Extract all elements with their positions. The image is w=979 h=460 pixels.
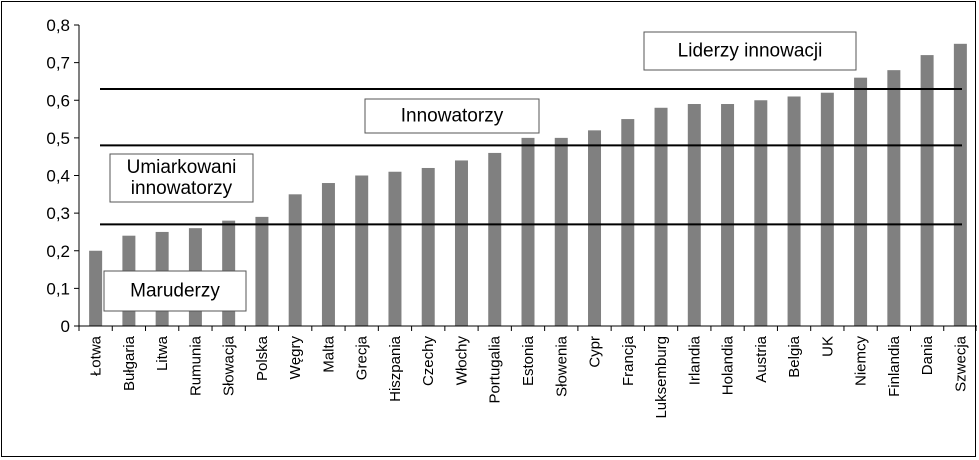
x-tick-label: Hiszpania — [387, 335, 404, 402]
bar — [89, 250, 103, 326]
band-label: Maruderzy — [103, 270, 247, 312]
bar — [255, 216, 269, 326]
x-tick-label: Węgry — [287, 336, 304, 380]
x-tick-label: Irlandia — [686, 335, 703, 385]
x-tick-label: Holandia — [720, 335, 737, 395]
threshold-lines — [100, 87, 962, 226]
bar — [621, 119, 635, 326]
y-tick-label: 0,2 — [46, 242, 70, 261]
y-tick-label: 0,4 — [46, 167, 70, 186]
x-tick-label: Belgia — [786, 335, 803, 377]
bar — [953, 43, 967, 326]
y-tick-label: 0,1 — [46, 279, 70, 298]
x-tick-label: Dania — [919, 335, 936, 375]
bar — [687, 104, 701, 326]
x-tick-label: Estonia — [520, 335, 537, 386]
bar — [454, 160, 468, 326]
band-label-text: innowatorzy — [131, 178, 233, 199]
bar — [355, 175, 369, 326]
bar — [920, 55, 934, 326]
bar — [820, 92, 834, 326]
band-label-box — [364, 98, 540, 134]
x-tick-label: Łotwa — [88, 335, 105, 376]
x-tick-label: Luksemburg — [653, 336, 670, 419]
bar — [321, 183, 335, 326]
bar — [754, 100, 768, 326]
band-label-box — [643, 31, 857, 71]
x-tick-label: Litwa — [154, 335, 171, 371]
x-tick-label: Grecja — [354, 335, 371, 380]
y-tick-label: 0,8 — [46, 16, 70, 35]
x-tick-label: Finlandia — [886, 335, 903, 397]
x-tick-label: Czechy — [420, 336, 437, 387]
band-label-text: Umiarkowani — [127, 157, 237, 178]
y-tick-label: 0 — [61, 317, 70, 336]
bar — [887, 70, 901, 327]
x-tick-label: Austria — [753, 335, 770, 382]
y-tick-label: 0,7 — [46, 54, 70, 73]
bar — [421, 167, 435, 326]
x-tick-label: Rumunia — [187, 335, 204, 396]
band-label-text: Liderzy innowacji — [678, 41, 823, 62]
y-tick-label: 0,6 — [46, 91, 70, 110]
band-label-box — [103, 270, 247, 312]
x-tick-label: Cypr — [587, 336, 604, 368]
bar — [654, 107, 668, 327]
bar — [554, 137, 568, 326]
x-tick-label: Portugalia — [487, 335, 504, 403]
bar — [721, 104, 735, 326]
bar — [388, 171, 402, 326]
bar — [588, 130, 602, 326]
band-label-box — [109, 153, 254, 203]
band-label-text: Innowatorzy — [401, 106, 504, 127]
bar — [288, 194, 302, 326]
x-tick-label: Malta — [320, 335, 337, 372]
bar — [521, 137, 535, 326]
band-label: Liderzy innowacji — [643, 31, 857, 71]
y-axis: 0 0,1 0,2 0,3 0,4 0,5 0,6 0,7 0,8 — [46, 16, 80, 336]
y-tick-label: 0,5 — [46, 129, 70, 148]
x-tick-label: Szwecja — [952, 335, 969, 392]
x-axis: Łotwa Bułgaria Litwa Rumunia Słowacja Polska W… — [78, 325, 977, 419]
bar — [787, 96, 801, 326]
x-tick-label: Polska — [254, 335, 271, 381]
x-tick-label: UK — [819, 336, 836, 357]
bars — [89, 43, 967, 327]
bar — [854, 77, 868, 326]
x-tick-label: Niemcy — [853, 336, 870, 387]
x-tick-label: Bułgaria — [121, 335, 138, 391]
x-tick-label: Włochy — [453, 336, 470, 386]
x-tick-label: Francja — [620, 335, 637, 386]
band-label-text: Maruderzy — [130, 281, 220, 302]
band-label: Innowatorzy — [364, 98, 540, 134]
y-tick-label: 0,3 — [46, 204, 70, 223]
x-tick-label: Słowacja — [221, 335, 238, 396]
bar — [488, 152, 502, 326]
x-tick-label: Słowenia — [553, 335, 570, 397]
